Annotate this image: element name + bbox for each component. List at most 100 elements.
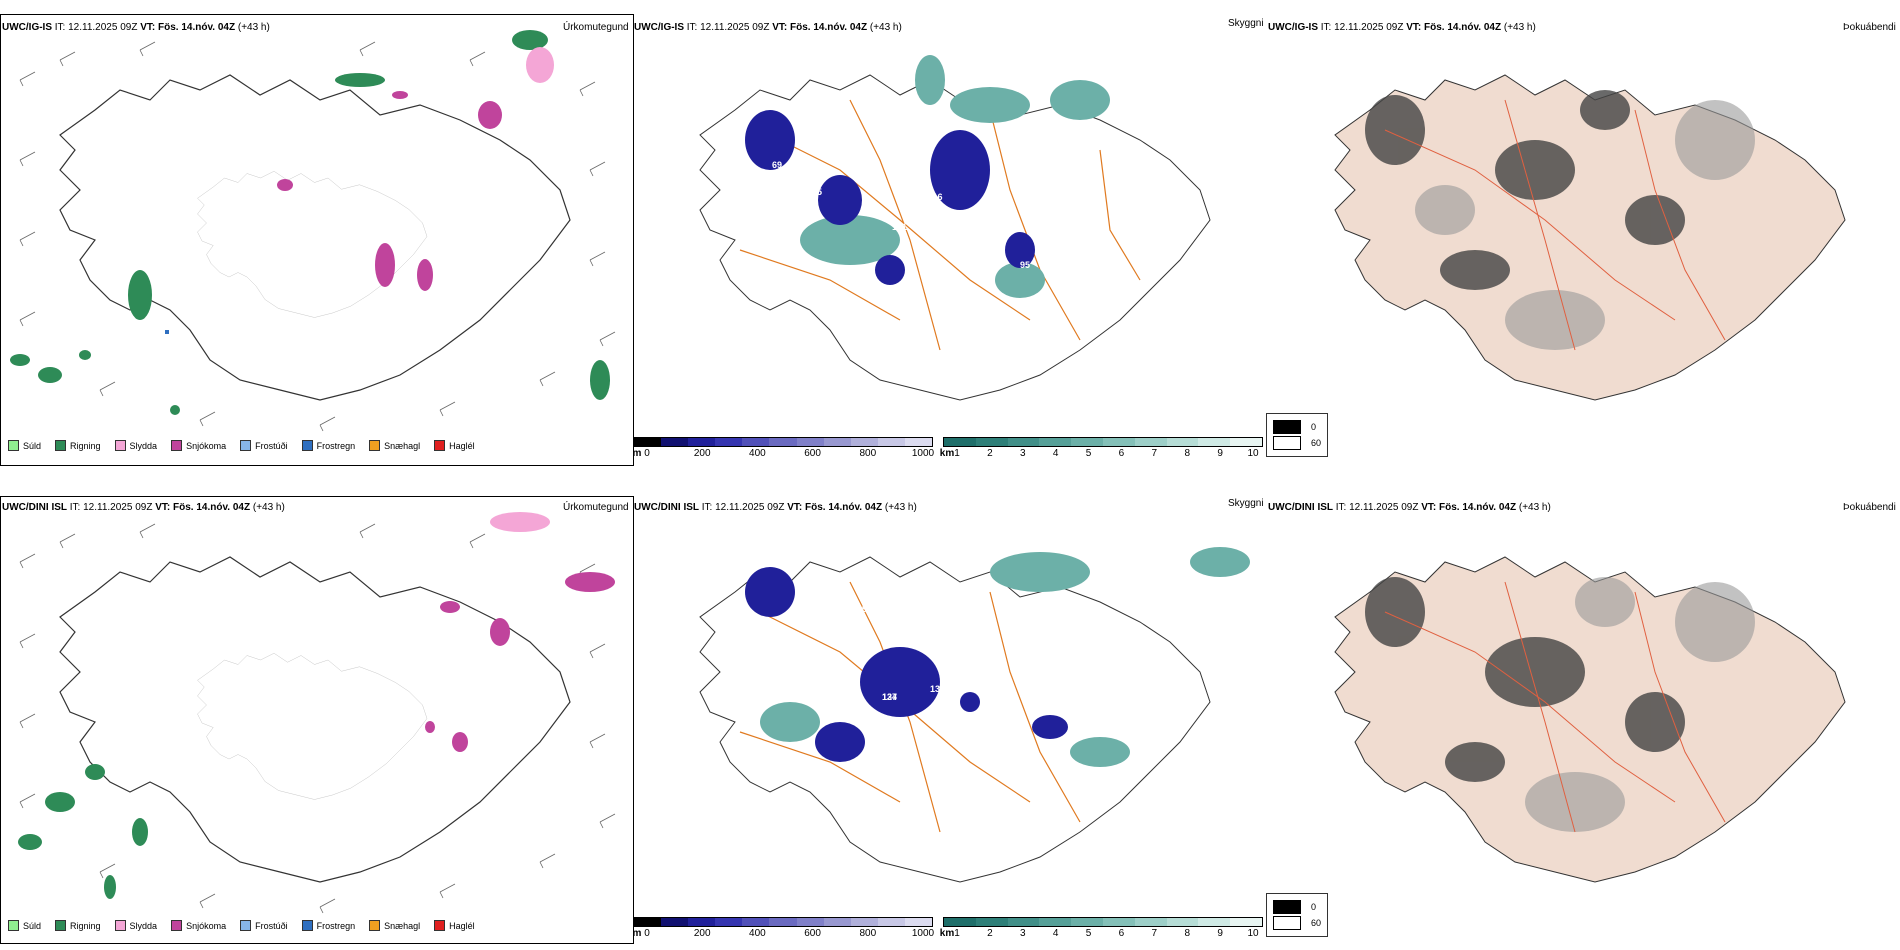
colorbar-tick: 0	[644, 928, 650, 939]
fog-legend-swatch	[1273, 900, 1301, 914]
colorbar-tick: 5	[1085, 448, 1092, 459]
colorbar-strip	[633, 917, 933, 927]
legend-label: Frostregn	[316, 440, 356, 451]
precip-panel-bottom	[0, 496, 634, 944]
fog-legend-top: 0 60	[1266, 413, 1329, 457]
cloud-base-label: 115	[920, 190, 935, 200]
fog-legend-label: 60	[1311, 918, 1322, 928]
colorbar-tick: 7	[1151, 448, 1158, 459]
cloud-base-label: 149	[852, 604, 867, 614]
precip-legend-item: Frostregn	[301, 920, 355, 931]
cloud-base-label: 85	[812, 187, 822, 197]
precip-legend-item: Frostúði	[240, 440, 288, 451]
colorbar-tick: 800	[859, 928, 877, 939]
legend-swatch	[369, 920, 381, 931]
colorbar-tick: 2	[987, 448, 993, 459]
fog-legend-label: 0	[1311, 422, 1317, 432]
cloud-base-label: 99	[846, 618, 856, 628]
colorbar-cell	[1007, 438, 1040, 446]
fog-title-top: Þokuábendi	[1843, 22, 1896, 33]
colorbar-cell	[1039, 918, 1072, 926]
colorbar-cell	[769, 438, 797, 446]
colorbar-cell	[1007, 918, 1040, 926]
colorbar-cell	[1230, 918, 1262, 926]
colorbar-tick: 0	[644, 448, 650, 459]
fog-legend-item: 0	[1273, 900, 1321, 914]
colorbar-tick: 600	[804, 448, 821, 459]
precip-title-bottom: Úrkomutegund	[563, 502, 629, 513]
colorbar-tick: 5	[1085, 928, 1092, 939]
colorbar-cell	[944, 438, 976, 446]
cloudbase-colorbar-bottom: m 0 200 400 600 800 1000	[633, 917, 935, 939]
colorbar-cell	[850, 438, 878, 446]
legend-swatch	[434, 920, 446, 931]
precip-legend-item: Frostregn	[301, 440, 356, 451]
colorbar-tick: 400	[749, 928, 766, 939]
colorbar-ticks: m 0 200 400 600 800 1000	[633, 447, 935, 459]
legend-label: Rigning	[70, 920, 101, 931]
colorbar-cell	[877, 918, 905, 926]
colorbar-tick: 8	[1184, 928, 1190, 939]
legend-swatch	[301, 920, 313, 931]
legend-swatch	[8, 440, 19, 451]
cloud-base-label: 109	[948, 240, 963, 250]
colorbar-cell	[823, 438, 851, 446]
cloud-base-label: 77	[808, 164, 818, 174]
colorbar-cell	[796, 918, 824, 926]
colorbar-cell	[1166, 438, 1199, 446]
colorbar-tick: 6	[1118, 448, 1125, 459]
colorbar-tick: 9	[1217, 448, 1223, 459]
colorbar-tick: 10	[1247, 448, 1259, 459]
precip-legend-item: Slydda	[114, 920, 157, 931]
colorbar-strip	[633, 437, 933, 447]
colorbar-cell	[1071, 438, 1103, 446]
header-top-right: UWC/IG-IS IT: 12.11.2025 09Z VT: Fös. 14…	[1268, 22, 1536, 33]
legend-label: Snjókoma	[186, 440, 227, 451]
legend-label: Súld	[23, 920, 42, 931]
colorbar-tick: 400	[749, 448, 766, 459]
colorbar-tick: 9	[1217, 928, 1223, 939]
fog-legend-swatch	[1273, 420, 1301, 434]
precip-legend-item: Súld	[8, 920, 41, 931]
colorbar-cell	[944, 918, 976, 926]
precip-legend-item: Haglél	[434, 440, 475, 451]
legend-swatch	[240, 440, 252, 451]
fog-map-top	[1334, 74, 1846, 401]
precip-legend-item: Haglél	[434, 920, 475, 931]
precip-panel-top	[0, 14, 634, 466]
legend-label: Haglél	[449, 440, 475, 451]
colorbar-cell	[661, 918, 689, 926]
colorbar-tick: 1	[954, 928, 960, 939]
colorbar-cell	[1102, 918, 1135, 926]
legend-swatch	[114, 440, 126, 451]
colorbar-tick: 10	[1247, 928, 1259, 939]
clouds-title-top: Skyggni	[1228, 18, 1264, 29]
cloudbase-colorbar-top: m 0 200 400 600 800 1000	[633, 437, 935, 459]
legend-label: Haglél	[449, 920, 475, 931]
cloud-base-label: 225	[872, 718, 887, 728]
legend-label: Snæhagl	[384, 440, 421, 451]
colorbar-ticks: km 1 2 3 4 5 6 7 8 9 10	[940, 927, 1263, 939]
fog-legend-item: 60	[1273, 916, 1321, 930]
colorbar-tick: 4	[1052, 928, 1059, 939]
cloud-base-label: 116	[928, 192, 943, 202]
colorbar-cell	[688, 918, 716, 926]
legend-swatch	[301, 440, 313, 451]
colorbar-unit: km	[939, 448, 955, 459]
header-top-left: UWC/IG-IS IT: 12.11.2025 09Z VT: Fös. 14…	[2, 22, 270, 33]
colorbar-ticks: m 0 200 400 600 800 1000	[633, 927, 935, 939]
cloud-base-label: 124	[882, 692, 897, 702]
legend-label: Rigning	[70, 440, 101, 451]
cloud-base-label: 101	[896, 722, 911, 732]
colorbar-tick: 3	[1019, 448, 1026, 459]
fog-legend-label: 0	[1311, 902, 1317, 912]
colorbar-tick: 600	[804, 928, 821, 939]
legend-label: Frostúði	[255, 440, 288, 451]
colorbar-tick: 4	[1052, 448, 1059, 459]
header-bottom-right: UWC/DINI ISL IT: 12.11.2025 09Z VT: Fös.…	[1268, 502, 1551, 513]
header-bottom-mid: UWC/DINI ISL IT: 12.11.2025 09Z VT: Fös.…	[634, 502, 917, 513]
legend-label: Snæhagl	[384, 920, 421, 931]
precip-legend-item: Snjókoma	[171, 920, 226, 931]
colorbar-cell	[634, 918, 662, 926]
legend-label: Snjókoma	[186, 920, 227, 931]
